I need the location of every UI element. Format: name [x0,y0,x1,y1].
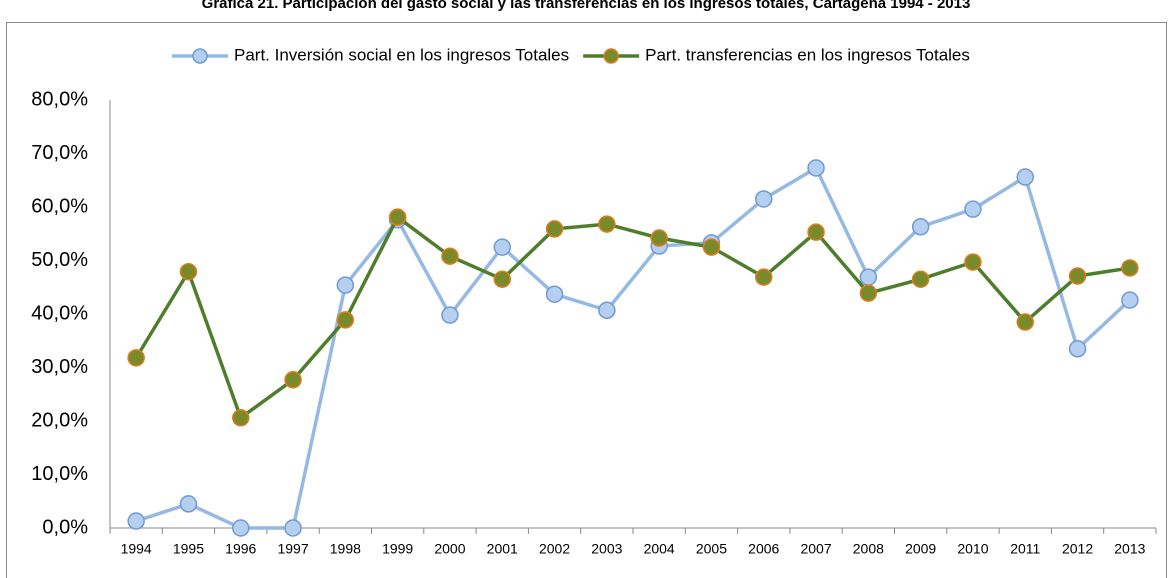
x-tick-label: 1995 [173,541,204,557]
data-point [1121,259,1139,277]
data-point [1068,267,1087,285]
data-point [911,218,930,236]
y-tick-label: 30,0% [31,356,88,378]
data-point [702,238,721,256]
y-tick-label: 10,0% [31,463,88,485]
data-point [1068,340,1087,358]
data-point [964,253,982,271]
x-tick-label: 2007 [800,541,831,557]
data-point [650,229,668,247]
data-point [964,200,982,218]
x-tick-label: 2009 [905,541,936,557]
data-point [598,215,616,233]
legend-label: Part. transferencias en los ingresos Tot… [645,45,970,64]
x-tick-label: 2006 [748,541,779,557]
y-tick-label: 50,0% [31,249,88,271]
data-point [284,371,302,389]
x-tick-label: 2011 [1010,541,1040,557]
data-point [1016,313,1034,331]
legend-marker [192,48,208,64]
data-point [441,306,459,324]
data-point [388,208,407,226]
data-point [1121,291,1139,309]
y-tick-label: 80,0% [31,88,88,110]
data-point [807,223,825,241]
data-point [911,270,930,288]
data-point [598,301,616,320]
y-tick-label: 40,0% [31,302,88,324]
x-tick-label: 2004 [644,541,675,557]
legend-marker [603,48,619,64]
data-point [127,349,145,367]
x-tick-label: 2002 [539,541,570,557]
x-tick-label: 2008 [853,541,884,557]
x-tick-label: 2003 [591,541,622,557]
series-line [135,165,1132,530]
data-point [859,284,878,302]
x-tick-label: 2012 [1062,541,1093,557]
data-point [807,159,825,177]
chart-title: Gráfica 21. Participación del gasto soci… [202,0,971,12]
y-tick-label: 20,0% [31,409,88,431]
x-tick-label: 1997 [277,541,308,557]
data-point [545,285,564,303]
x-tick-label: 1998 [330,541,361,557]
x-tick-label: 1999 [382,541,413,557]
y-tick-label: 70,0% [31,142,88,164]
data-point [755,190,773,208]
data-point [232,409,250,427]
x-tick-label: 2010 [957,541,988,557]
data-point [127,512,145,530]
x-tick-label: 2013 [1114,541,1145,557]
y-tick-label: 60,0% [31,195,88,217]
data-point [336,276,355,294]
data-point [232,519,250,537]
x-tick-label: 1996 [225,541,256,557]
data-point [336,311,355,329]
x-tick-label: 2005 [696,541,727,557]
chart-frame [6,22,1167,578]
x-tick-label: 2000 [434,541,465,557]
series-line [134,214,1131,421]
x-tick-label: 2001 [487,541,518,557]
data-point [859,268,878,286]
data-point [545,220,564,238]
data-point [493,270,511,288]
data-point [284,519,302,537]
data-point [755,268,773,286]
data-point [1016,168,1034,186]
data-point [179,262,198,281]
x-tick-label: 1994 [121,541,152,557]
data-point [493,238,511,256]
data-point [179,495,198,513]
y-tick-label: 0,0% [42,516,88,538]
data-point [441,247,459,265]
legend-label: Part. Inversión social en los ingresos T… [234,45,569,64]
